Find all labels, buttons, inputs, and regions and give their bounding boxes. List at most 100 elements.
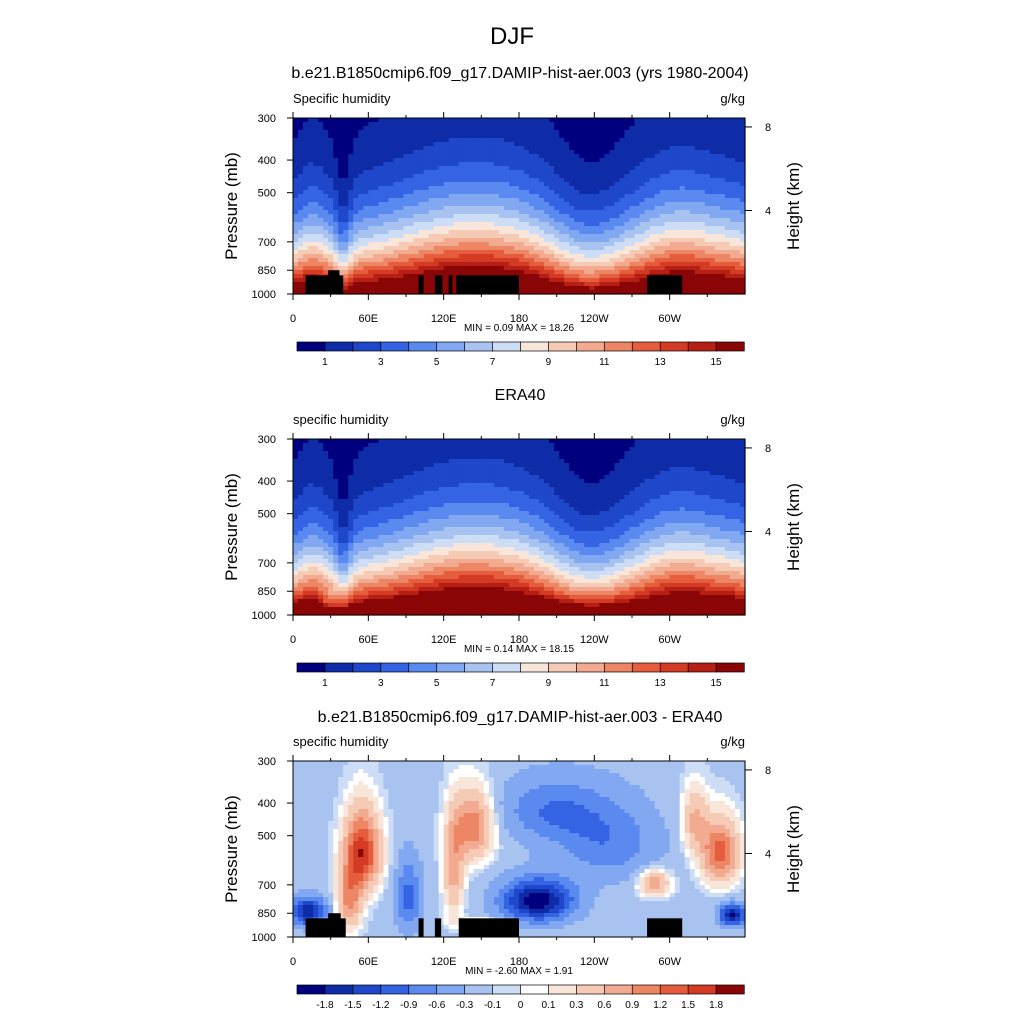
heatmap-cell [629,290,636,295]
heatmap-cell [664,158,671,163]
heatmap-cell [328,198,334,203]
heatmap-cell [433,447,440,452]
heatmap-cell [624,443,631,448]
heatmap-cell [403,258,410,263]
heatmap-cell [564,174,570,179]
heatmap-cell [393,118,400,123]
heatmap-cell [724,258,731,263]
heatmap-cell [679,174,686,179]
heatmap-cell [669,166,676,171]
heatmap-cell [574,254,580,259]
heatmap-cell [488,447,495,452]
heatmap-cell [393,230,400,235]
heatmap-cell [739,198,746,203]
heatmap-cell [293,174,299,179]
heatmap-cell [689,198,696,203]
heatmap-cell [579,190,585,195]
heatmap-cell [704,154,711,159]
heatmap-cell [729,274,736,279]
heatmap-cell [403,142,410,147]
heatmap-cell [358,447,364,452]
heatmap-cell [358,210,364,215]
heatmap-cell [388,250,395,255]
heatmap-cell [418,254,425,259]
heatmap-cell [398,214,405,219]
heatmap-cell [739,230,746,235]
heatmap-cell [694,154,701,159]
heatmap-cell [488,443,495,448]
heatmap-cell [418,174,425,179]
panels: b.e21.B1850cmip6.f09_g17.DAMIP-hist-aer.… [222,65,803,1011]
heatmap-cell [639,186,646,191]
heatmap-cell [559,447,565,452]
heatmap-cell [714,210,721,215]
heatmap-cell [609,122,616,127]
heatmap-cell [534,467,540,472]
heatmap-cell [453,166,460,171]
heatmap-cell [473,242,480,247]
heatmap-cell [629,178,636,183]
heatmap-cell [313,475,319,480]
heatmap-cell [383,290,390,295]
heatmap-cell [508,262,515,267]
heatmap-cell [318,210,324,215]
heatmap-cell [353,126,359,131]
heatmap-cell [373,190,379,195]
heatmap-cell [398,451,405,456]
heatmap-cell [358,162,364,167]
heatmap-cell [508,455,515,460]
heatmap-cell [433,154,440,159]
heatmap-cell [684,290,691,295]
heatmap-cell [594,270,600,275]
heatmap-cell [328,242,334,247]
heatmap-cell [524,455,530,460]
heatmap-cell [594,467,600,472]
heatmap-cell [453,447,460,452]
heatmap-cell [403,218,410,223]
heatmap-cell [453,254,460,259]
heatmap-cell [624,230,631,235]
heatmap-cell [318,270,324,275]
heatmap-cell [358,286,364,291]
heatmap-cell [493,254,500,259]
heatmap-cell [428,150,435,155]
heatmap-cell [659,210,666,215]
heatmap-cell [318,174,324,179]
heatmap-cell [644,210,651,215]
heatmap-cell [478,254,485,259]
heatmap-cell [649,262,656,267]
heatmap-cell [503,459,510,464]
heatmap-cell [343,234,349,239]
heatmap-cell [694,258,701,263]
heatmap-cell [634,182,641,187]
heatmap-cell [343,170,349,175]
heatmap-cell [584,282,590,287]
heatmap-cell [413,130,420,135]
heatmap-cell [443,286,450,291]
heatmap-cell [328,134,334,139]
heatmap-cell [338,447,344,452]
heatmap-cell [448,194,455,199]
heatmap-cell [569,158,575,163]
heatmap-cell [539,174,545,179]
heatmap-cell [403,194,410,199]
heatmap-cell [323,214,329,219]
heatmap-cell [584,250,590,255]
heatmap-cell [508,270,515,275]
heatmap-cell [483,170,490,175]
heatmap-cell [534,214,540,219]
heatmap-cell [534,439,540,444]
heatmap-cell [408,226,415,231]
heatmap-cell [739,202,746,207]
heatmap-cell [644,182,651,187]
heatmap-cell [659,158,666,163]
heatmap-cell [739,226,746,231]
heatmap-cell [544,202,550,207]
heatmap-cell [654,447,661,452]
heatmap-cell [358,170,364,175]
heatmap-cell [699,246,706,251]
heatmap-cell [433,214,440,219]
heatmap-cell [649,246,656,251]
heatmap-cell [649,475,656,480]
heatmap-cell [378,250,384,255]
